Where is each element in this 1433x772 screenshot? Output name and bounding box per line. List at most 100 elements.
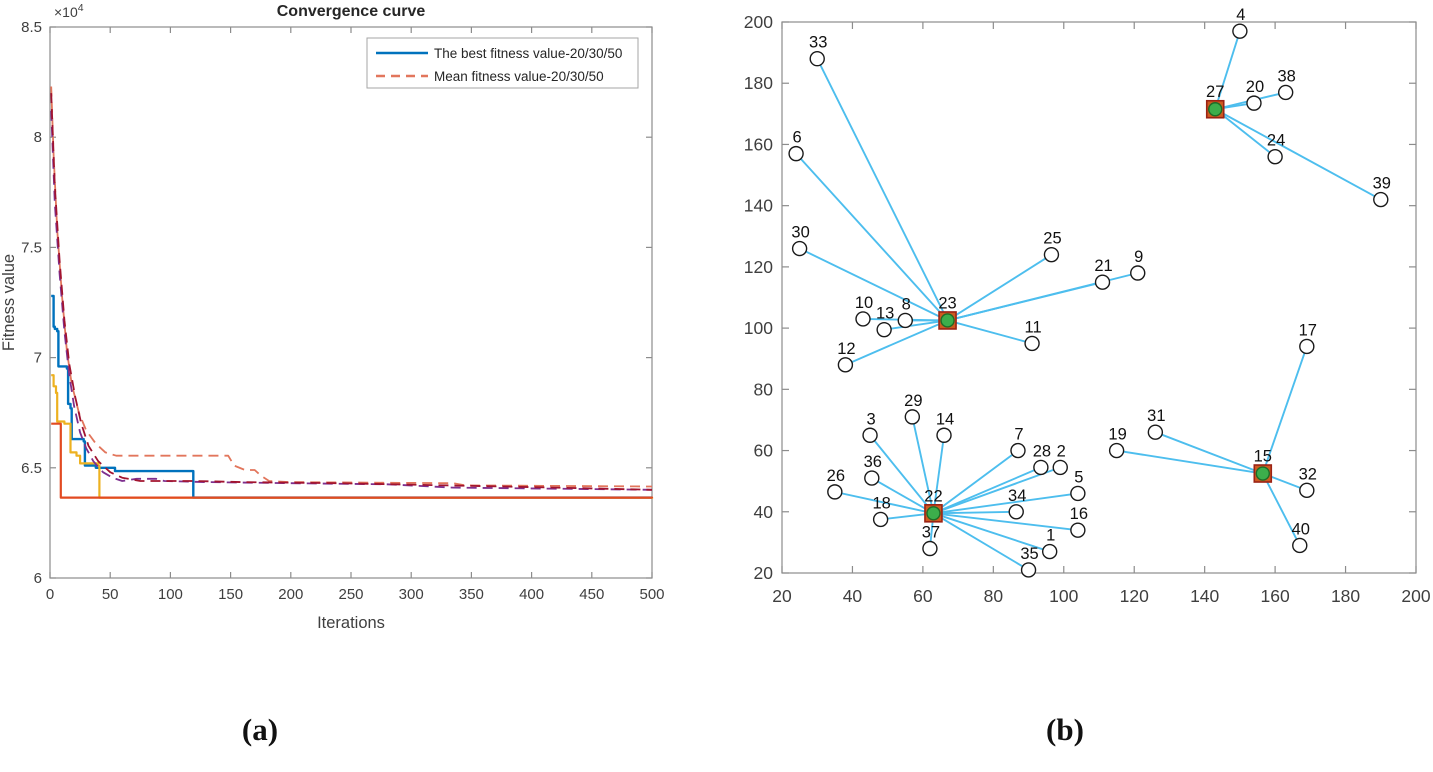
node-label: 30 <box>791 224 809 242</box>
sensor-node <box>922 540 938 557</box>
y-tick-label: 8 <box>34 129 42 146</box>
edge-line <box>798 247 949 322</box>
x-tick-label: 500 <box>639 586 664 603</box>
node-label: 18 <box>872 494 890 512</box>
sensor-node <box>1033 459 1049 476</box>
edge-line <box>883 319 949 331</box>
edge-line <box>1214 108 1277 158</box>
x-tick-label: 20 <box>772 586 792 606</box>
node-label: 8 <box>902 295 911 313</box>
edge-line <box>932 512 1079 532</box>
edge-line <box>816 57 949 322</box>
y-tick-label: 100 <box>744 318 773 338</box>
y-tick-label: 180 <box>744 73 773 93</box>
sensor-node <box>872 511 889 528</box>
node-label: 13 <box>876 305 894 323</box>
edge-line <box>795 152 949 322</box>
curve-best-2 <box>51 374 654 499</box>
node-label: 5 <box>1074 468 1083 486</box>
curve-best-1 <box>51 294 652 499</box>
y-tick-label: 6 <box>34 570 42 587</box>
x-tick-label: 60 <box>913 586 933 606</box>
sensor-node <box>1130 265 1146 281</box>
legend-label: The best fitness value-20/30/50 <box>434 46 622 61</box>
x-tick-label: 300 <box>399 586 424 603</box>
node-label: 21 <box>1094 257 1112 275</box>
sensor-node <box>904 409 921 425</box>
cluster-head-inner-circle <box>1255 466 1270 481</box>
node-label: 29 <box>904 392 922 410</box>
sensor-node <box>936 427 952 443</box>
edge-line <box>1261 472 1301 547</box>
sensor-node <box>1277 84 1294 101</box>
sensor-node <box>1147 424 1164 440</box>
y-tick-label: 20 <box>754 563 774 583</box>
caption-a: (a) <box>241 712 279 747</box>
x-tick-label: 150 <box>218 586 243 603</box>
sensor-node <box>1299 482 1315 499</box>
x-tick-label: 100 <box>1049 586 1078 606</box>
x-tick-label: 200 <box>278 586 303 603</box>
edge-line <box>946 253 1053 322</box>
sensor-node <box>862 427 878 443</box>
node-label: 19 <box>1108 426 1126 444</box>
cluster-head-inner-circle <box>940 313 955 328</box>
node-label: 9 <box>1134 248 1143 266</box>
x-tick-label: 180 <box>1331 586 1360 606</box>
sensor-node <box>1292 537 1308 554</box>
node-label: 31 <box>1147 407 1165 425</box>
node-label: 15 <box>1254 448 1272 466</box>
node-label: 28 <box>1033 442 1051 460</box>
sensor-node <box>855 311 871 327</box>
convergence-plot: 0 50 100 150 200 250 300 350 400 450 500 6 6.5 7 7.5 8 8… <box>0 2 665 632</box>
node-label: 2 <box>1057 442 1066 460</box>
x-tick-label: 120 <box>1120 586 1149 606</box>
sensor-node <box>897 312 913 329</box>
sensor-node <box>1043 246 1060 263</box>
node-label: 40 <box>1292 520 1310 538</box>
legend: The best fitness value-20/30/50 Mean fitn… <box>366 37 639 89</box>
node-label: 3 <box>866 410 875 428</box>
x-tick-label: 450 <box>579 586 604 603</box>
x-tick-label: 250 <box>338 586 363 603</box>
edge-line <box>833 490 935 515</box>
cluster-head-inner-circle <box>926 506 941 521</box>
node-label: 39 <box>1373 175 1391 193</box>
sensor-node <box>1267 148 1283 165</box>
x-tick-label: 400 <box>519 586 544 603</box>
sensor-node <box>791 240 808 257</box>
edge-line <box>932 512 1030 571</box>
edge-line <box>844 319 949 366</box>
y-tick-label: 60 <box>754 441 774 461</box>
y-tick-label: 7 <box>34 350 42 367</box>
sensor-node <box>864 470 880 486</box>
sensor-node <box>1070 485 1086 502</box>
sensor-node <box>1008 504 1024 520</box>
sensor-node <box>1052 459 1068 476</box>
y-tick-label: 140 <box>744 196 773 216</box>
edge-line <box>932 466 1042 515</box>
x-tick-label: 0 <box>46 586 54 603</box>
node-label: 17 <box>1299 321 1317 339</box>
sensor-node <box>788 145 804 162</box>
cluster-head-inner-circle <box>1208 102 1223 117</box>
edge-line <box>946 319 1034 345</box>
network-topology-plot: 20 40 60 80 100 120 140 160 180 20020406080100120… <box>744 6 1431 606</box>
node-label: 11 <box>1025 318 1042 336</box>
x-tick-label: 140 <box>1190 586 1219 606</box>
y-tick-label: 40 <box>754 502 774 522</box>
node-label: 6 <box>792 129 801 147</box>
sensor-node <box>1020 562 1037 578</box>
sensor-node <box>1373 191 1389 208</box>
curve-mean-3 <box>50 93 653 491</box>
x-tick-label: 50 <box>102 586 119 603</box>
axis-box <box>49 26 653 579</box>
node-label: 36 <box>864 453 882 471</box>
axis-box <box>781 21 1417 574</box>
node-label: 37 <box>922 524 940 542</box>
sensor-node <box>1070 522 1086 538</box>
edge-line <box>932 512 1051 553</box>
x-tick-label: 40 <box>843 586 863 606</box>
node-label: 33 <box>809 34 827 52</box>
